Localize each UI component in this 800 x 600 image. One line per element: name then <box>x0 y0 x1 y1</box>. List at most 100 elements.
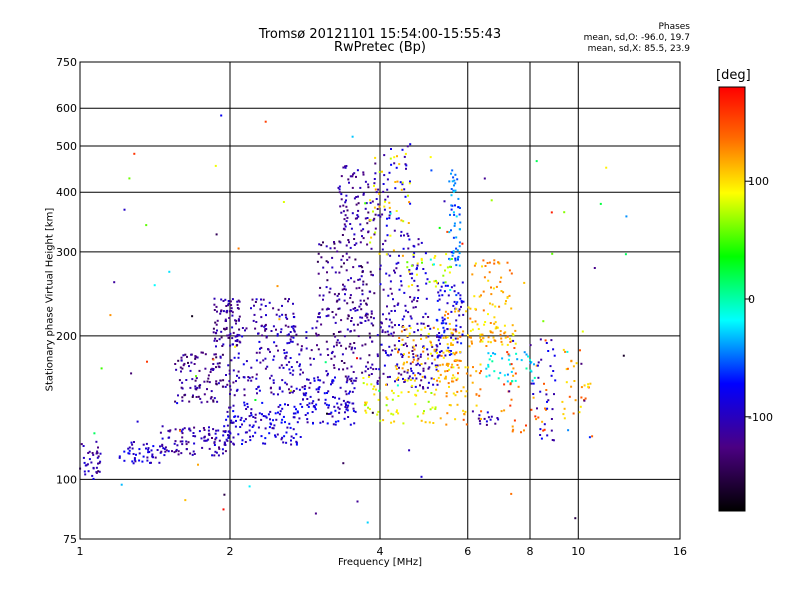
data-point <box>479 333 482 336</box>
data-point <box>445 363 448 366</box>
data-point <box>381 331 384 333</box>
data-point <box>175 448 178 451</box>
data-point <box>459 335 462 338</box>
data-point <box>356 217 358 220</box>
data-point <box>384 198 387 201</box>
data-point <box>345 165 348 167</box>
data-point <box>346 400 349 403</box>
data-point <box>365 283 368 286</box>
data-point <box>484 265 487 267</box>
data-point <box>327 314 330 317</box>
data-point <box>563 417 566 420</box>
data-point <box>174 400 177 403</box>
data-point <box>360 308 363 311</box>
data-point <box>229 300 232 303</box>
data-point <box>523 429 525 432</box>
data-point <box>422 345 425 348</box>
data-point <box>327 261 329 264</box>
data-point <box>434 408 437 410</box>
data-point <box>435 344 438 347</box>
data-point <box>445 253 448 256</box>
data-point <box>484 321 487 323</box>
data-point <box>336 402 339 405</box>
data-point <box>313 379 316 382</box>
data-point <box>389 287 392 290</box>
data-point <box>258 389 261 392</box>
data-point <box>512 334 515 337</box>
data-point <box>218 338 221 341</box>
data-point <box>393 269 395 272</box>
data-point <box>514 372 517 375</box>
data-point <box>205 439 208 442</box>
data-point <box>403 291 406 294</box>
data-point <box>319 421 322 424</box>
data-point <box>442 281 445 284</box>
data-point <box>525 367 528 370</box>
data-point <box>359 299 362 302</box>
data-point <box>316 320 319 323</box>
data-point <box>148 451 151 453</box>
data-point <box>374 172 377 175</box>
data-point <box>376 413 379 416</box>
data-point <box>248 415 251 418</box>
data-point <box>232 331 235 334</box>
data-point <box>511 425 514 428</box>
data-point <box>180 370 182 373</box>
data-point <box>311 327 314 330</box>
data-point <box>500 276 503 279</box>
data-point <box>174 428 177 431</box>
data-point <box>453 224 456 227</box>
data-point <box>230 307 233 310</box>
data-point <box>451 377 454 380</box>
data-point <box>536 364 539 367</box>
data-point <box>85 464 88 467</box>
data-point <box>407 355 410 358</box>
data-point <box>342 368 345 371</box>
data-point <box>203 439 206 442</box>
data-point <box>367 406 370 409</box>
data-point <box>227 304 229 307</box>
data-point <box>243 420 246 423</box>
data-point <box>477 328 480 330</box>
data-point <box>275 313 278 316</box>
data-point <box>397 412 400 415</box>
data-point <box>458 264 461 267</box>
data-point <box>285 316 288 319</box>
data-point <box>293 330 296 333</box>
data-point <box>234 319 237 322</box>
data-point <box>420 419 423 422</box>
data-point <box>396 180 399 183</box>
data-point <box>366 243 369 246</box>
data-point <box>492 287 495 290</box>
data-point <box>215 323 218 326</box>
data-point <box>313 377 316 380</box>
data-point <box>574 517 577 520</box>
data-point <box>211 454 214 457</box>
data-point <box>326 392 328 394</box>
data-point <box>435 348 438 351</box>
data-point <box>386 188 389 191</box>
data-point <box>402 247 405 250</box>
data-point <box>583 384 586 387</box>
data-point <box>194 435 197 438</box>
data-point <box>375 198 378 200</box>
data-point <box>444 370 447 373</box>
data-point <box>359 223 362 226</box>
data-point <box>446 412 449 415</box>
data-point <box>380 343 383 346</box>
data-point <box>330 357 333 360</box>
data-point <box>226 383 229 386</box>
data-point <box>487 352 490 355</box>
data-point <box>587 383 590 386</box>
data-point <box>353 238 356 240</box>
data-point <box>413 348 416 351</box>
data-point <box>442 319 445 322</box>
data-point <box>411 300 414 303</box>
data-point <box>510 492 513 495</box>
data-point <box>331 380 334 383</box>
data-point <box>394 309 396 312</box>
data-point <box>340 258 343 261</box>
data-point <box>395 267 398 270</box>
data-point <box>128 177 131 180</box>
data-point <box>264 415 267 418</box>
